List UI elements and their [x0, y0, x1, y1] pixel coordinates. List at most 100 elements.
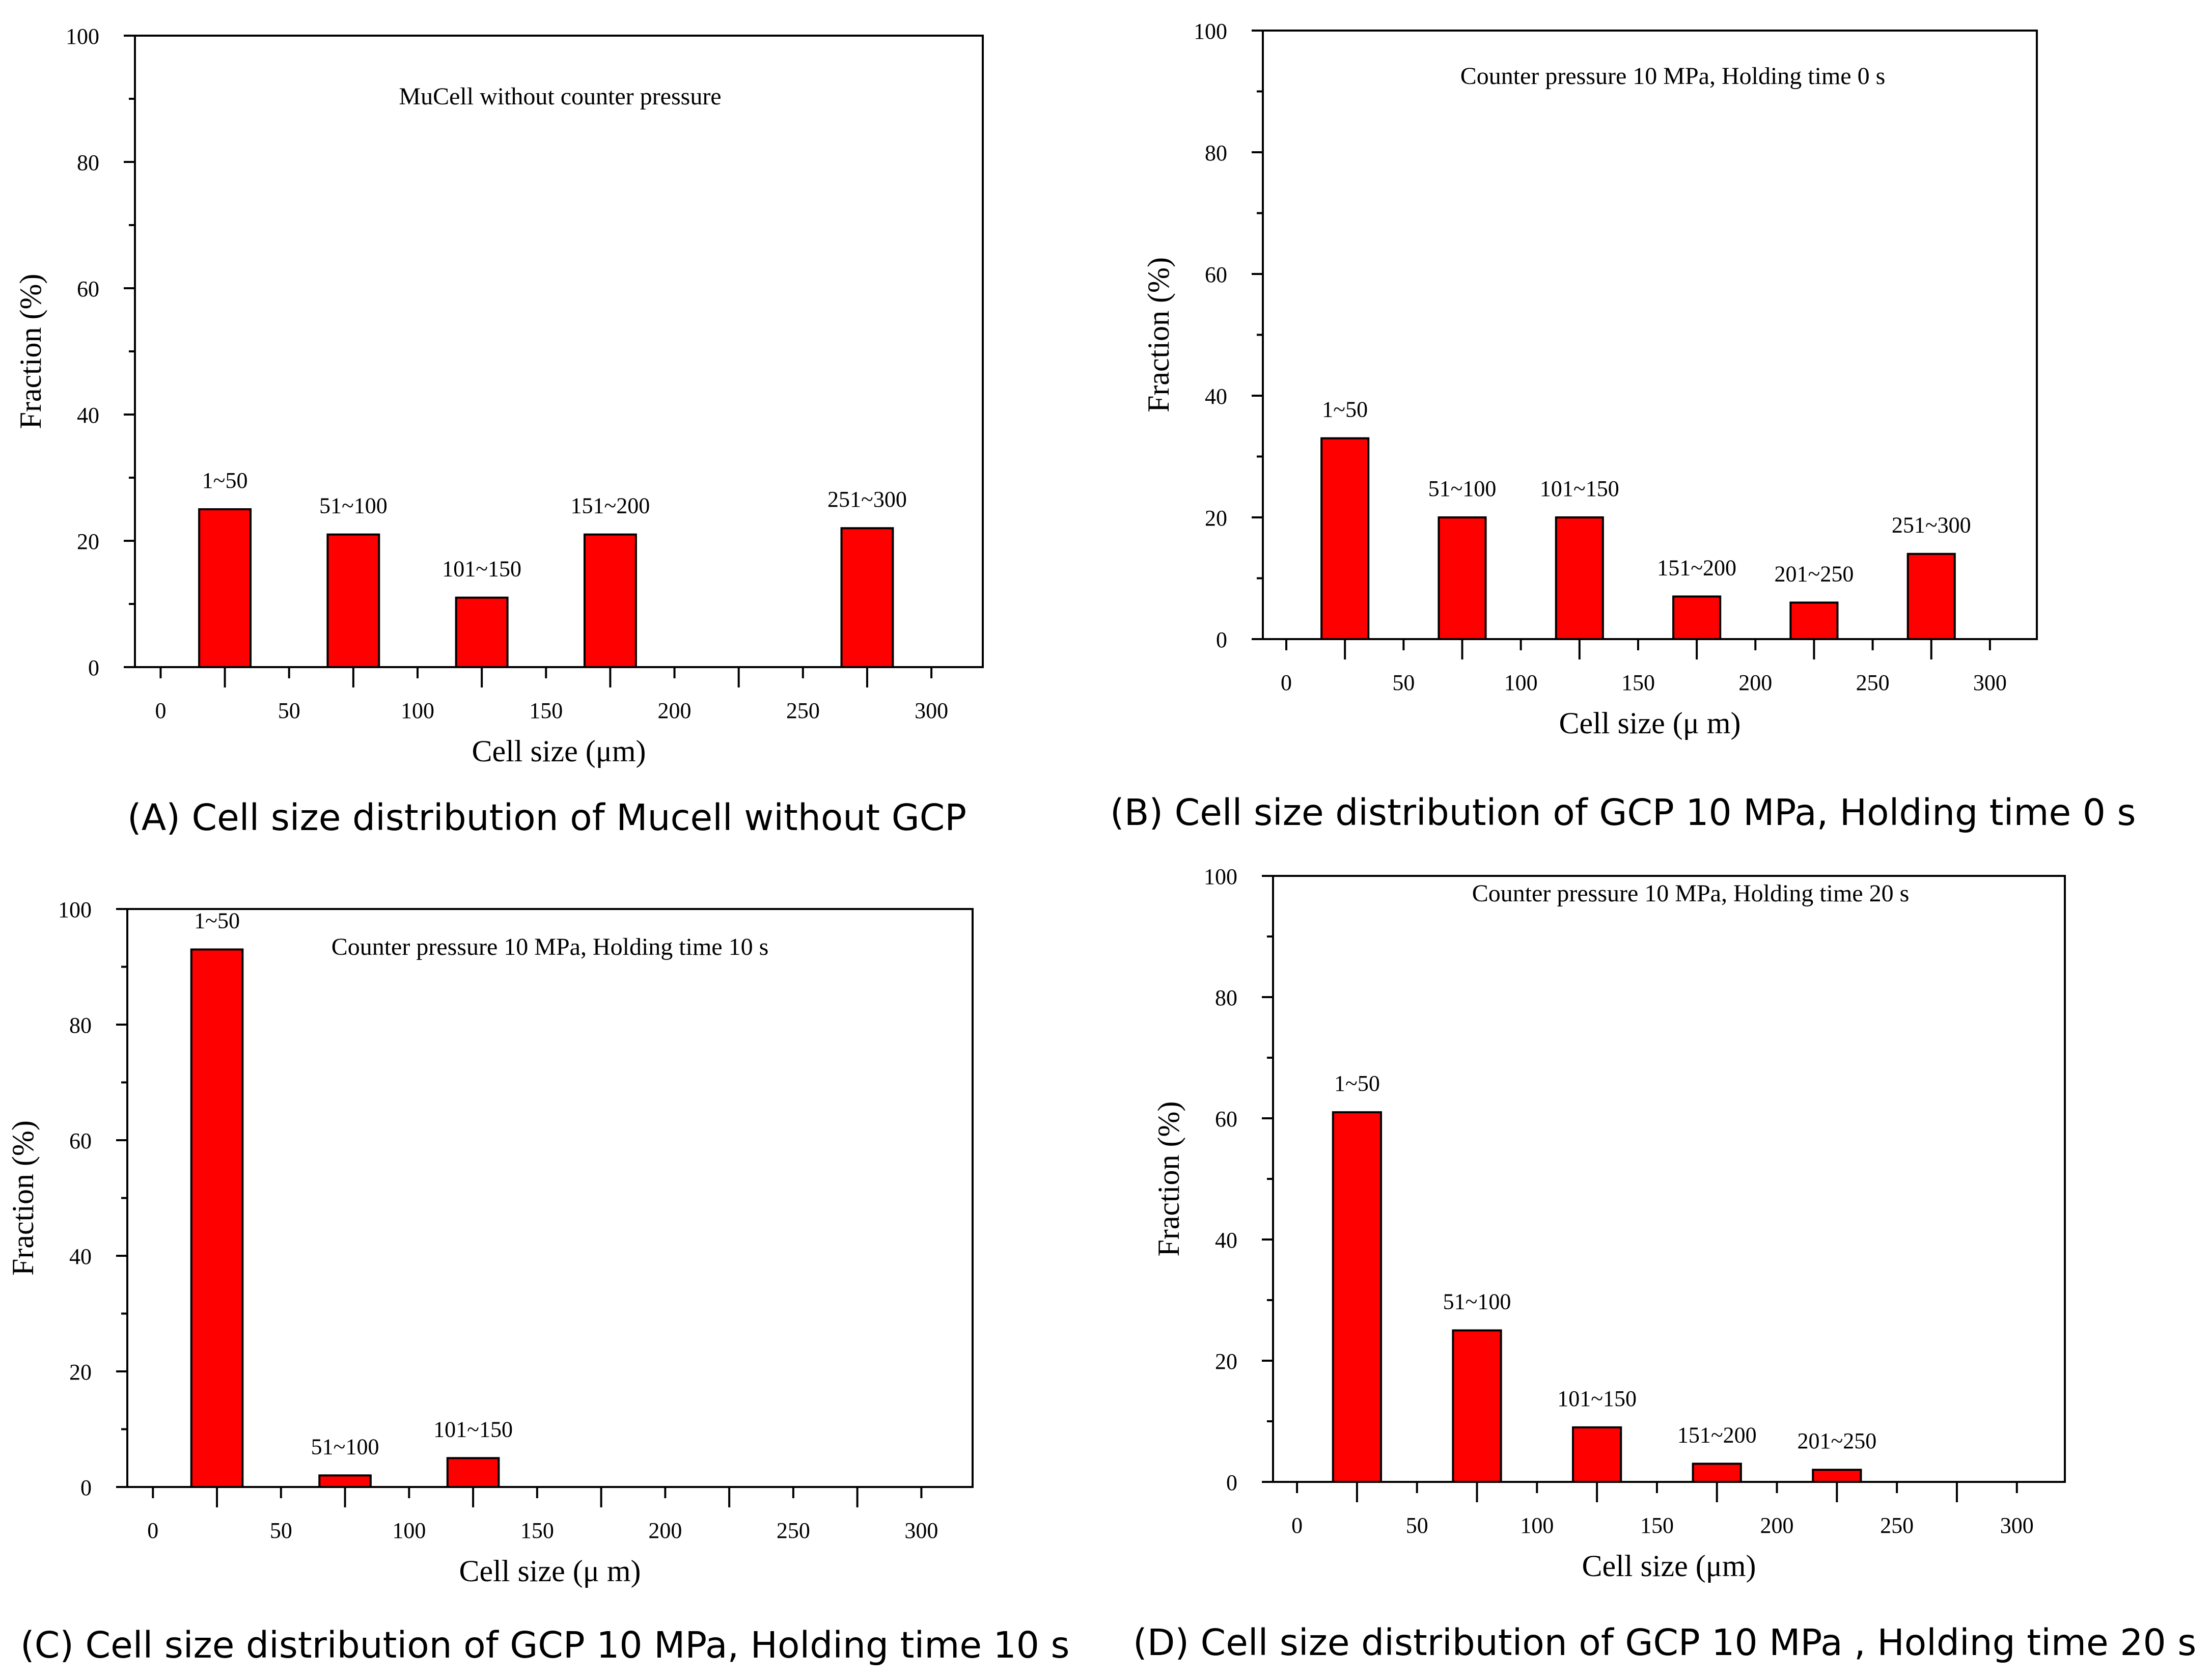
- y-tick-label-40: 40: [69, 1244, 92, 1269]
- y-axis-title: Fraction (%): [1152, 1101, 1185, 1257]
- x-tick-label-150: 150: [1640, 1513, 1674, 1538]
- x-tick-label-300: 300: [2000, 1513, 2034, 1538]
- chart-0-body: 1~50 51~100 101~150 151~200 251~300 0 20 40 60 80…: [14, 24, 984, 768]
- x-tick-label-150: 150: [529, 698, 563, 723]
- caption-panel-a: (A) Cell size distribution of Mucell wit…: [127, 796, 967, 839]
- bar-101~150: [455, 596, 509, 668]
- y-axis-title: Fraction (%): [14, 274, 47, 429]
- x-tick-label-200: 200: [1760, 1513, 1794, 1538]
- y-tick-label-100: 100: [1194, 19, 1227, 44]
- bar-label-51~100: 51~100: [311, 1434, 379, 1459]
- bar-label-51~100: 51~100: [319, 493, 388, 518]
- x-tick-label-250: 250: [777, 1518, 810, 1543]
- y-tick-label-20: 20: [1215, 1349, 1237, 1374]
- bar-label-51~100: 51~100: [1428, 476, 1497, 501]
- x-tick-label-250: 250: [1856, 670, 1890, 695]
- bar-label-151~200: 151~200: [1677, 1422, 1757, 1447]
- x-axis-title: Cell size (μm): [472, 734, 646, 768]
- x-tick-label-50: 50: [1392, 670, 1415, 695]
- panel-annotation: Counter pressure 10 MPa, Holding time 0 …: [1460, 63, 1886, 90]
- y-tick-label-20: 20: [69, 1360, 92, 1385]
- bar-1~50: [190, 948, 244, 1488]
- x-tick-label-100: 100: [392, 1518, 426, 1543]
- bar-label-1~50: 1~50: [194, 908, 240, 933]
- y-tick-label-40: 40: [1215, 1228, 1237, 1253]
- y-tick-label-60: 60: [1205, 262, 1227, 287]
- panel-annotation: MuCell without counter pressure: [399, 83, 721, 110]
- bar-201~250: [1812, 1469, 1862, 1483]
- caption-panel-b: (B) Cell size distribution of GCP 10 MPa…: [1110, 791, 2136, 834]
- x-tick-label-50: 50: [270, 1518, 292, 1543]
- bar-151~200: [1672, 595, 1722, 640]
- bar-label-1~50: 1~50: [1322, 397, 1368, 422]
- x-tick-label-0: 0: [1281, 670, 1292, 695]
- x-tick-label-50: 50: [1406, 1513, 1428, 1538]
- x-tick-label-300: 300: [915, 698, 948, 723]
- y-tick-label-0: 0: [1216, 627, 1227, 652]
- bar-label-101~150: 101~150: [433, 1417, 513, 1442]
- y-tick-label-100: 100: [66, 24, 99, 49]
- x-tick-label-200: 200: [658, 698, 692, 723]
- x-tick-label-250: 250: [786, 698, 820, 723]
- panel-annotation: Counter pressure 10 MPa, Holding time 20…: [1472, 880, 1910, 907]
- y-tick-label-80: 80: [1215, 985, 1237, 1010]
- bar-51~100: [1452, 1329, 1502, 1483]
- bar-label-51~100: 51~100: [1443, 1289, 1511, 1314]
- bar-label-201~250: 201~250: [1775, 561, 1854, 586]
- y-tick-label-40: 40: [1205, 384, 1227, 409]
- y-tick-label-60: 60: [69, 1128, 92, 1153]
- y-axis-title: Fraction (%): [1142, 257, 1175, 412]
- x-tick-label-200: 200: [1738, 670, 1772, 695]
- bar-label-151~200: 151~200: [571, 493, 650, 518]
- plot-frame: [1272, 875, 2066, 1483]
- caption-panel-c: (C) Cell size distribution of GCP 10 MPa…: [20, 1624, 1070, 1666]
- y-tick-label-80: 80: [1205, 141, 1227, 166]
- bar-label-101~150: 101~150: [1540, 476, 1619, 501]
- bar-1~50: [1320, 437, 1370, 641]
- x-tick-label-250: 250: [1880, 1513, 1914, 1538]
- y-tick-label-0: 0: [80, 1475, 92, 1500]
- bar-label-101~150: 101~150: [442, 557, 521, 582]
- x-axis-title: Cell size (μ m): [459, 1554, 641, 1588]
- y-tick-label-80: 80: [77, 150, 99, 175]
- x-tick-label-0: 0: [155, 698, 166, 723]
- bar-51~100: [326, 533, 380, 668]
- y-tick-label-60: 60: [1215, 1107, 1237, 1132]
- x-tick-label-150: 150: [520, 1518, 554, 1543]
- y-axis-title: Fraction (%): [6, 1120, 40, 1276]
- bar-101~150: [446, 1457, 500, 1488]
- x-tick-label-300: 300: [904, 1518, 938, 1543]
- bar-label-101~150: 101~150: [1557, 1386, 1637, 1411]
- y-tick-label-80: 80: [69, 1013, 92, 1038]
- x-tick-label-100: 100: [401, 698, 434, 723]
- bar-label-1~50: 1~50: [202, 468, 248, 493]
- chart-3-body: 1~50 51~100 101~150 151~200 201~250 0 20 40 60 80…: [1152, 864, 2066, 1583]
- x-tick-label-100: 100: [1520, 1513, 1554, 1538]
- bar-1~50: [1332, 1111, 1383, 1483]
- caption-panel-d: (D) Cell size distribution of GCP 10 MPa…: [1133, 1621, 2197, 1664]
- y-tick-label-40: 40: [77, 403, 99, 428]
- x-tick-label-100: 100: [1504, 670, 1538, 695]
- bar-101~150: [1572, 1426, 1622, 1483]
- x-tick-label-50: 50: [278, 698, 300, 723]
- x-tick-label-200: 200: [648, 1518, 682, 1543]
- bar-label-251~300: 251~300: [1892, 513, 1971, 538]
- bar-label-201~250: 201~250: [1797, 1428, 1876, 1453]
- bar-51~100: [1438, 516, 1487, 640]
- x-tick-label-300: 300: [1973, 670, 2007, 695]
- bar-251~300: [1906, 553, 1956, 640]
- x-tick-label-0: 0: [147, 1518, 158, 1543]
- x-tick-label-150: 150: [1621, 670, 1655, 695]
- y-tick-label-100: 100: [1204, 864, 1237, 889]
- x-tick-label-0: 0: [1291, 1513, 1303, 1538]
- panel-annotation: Counter pressure 10 MPa, Holding time 10…: [331, 933, 769, 960]
- y-tick-label-0: 0: [88, 655, 99, 680]
- x-axis-title: Cell size (μ m): [1559, 706, 1740, 740]
- y-tick-label-20: 20: [1205, 506, 1227, 531]
- y-tick-label-20: 20: [77, 529, 99, 554]
- chart-1-body: 1~50 51~100 101~150 151~200 201~250 251~300 0 2…: [1142, 19, 2038, 740]
